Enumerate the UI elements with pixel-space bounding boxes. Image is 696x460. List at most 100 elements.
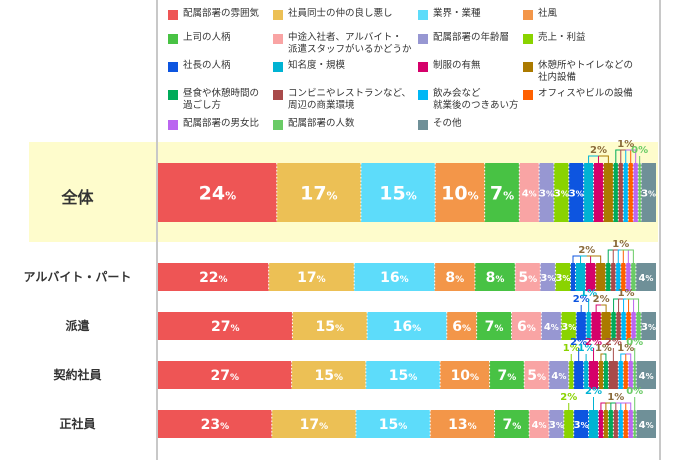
bar-segment — [573, 361, 584, 389]
callout-label: 2% — [593, 294, 610, 305]
bar-segment — [605, 263, 611, 291]
legend-label: 休憩所やトイレなどの 社内設備 — [538, 60, 634, 83]
legend-label: コンビニやレストランなど、 周辺の商業環境 — [288, 88, 412, 111]
bar-segment — [553, 163, 569, 222]
callout-line — [607, 249, 621, 263]
bar-segment — [575, 263, 586, 291]
bar-segment — [611, 312, 617, 340]
callout-line — [623, 298, 627, 312]
bar-segment — [623, 361, 629, 389]
bar-segment — [430, 410, 495, 438]
callout-line — [595, 304, 602, 312]
callout-line — [600, 353, 604, 361]
callout-line — [603, 353, 607, 361]
data-label: 15% — [379, 417, 408, 433]
data-label: 4% — [638, 273, 653, 284]
bar-segment — [618, 163, 624, 222]
legend-swatch — [418, 62, 428, 72]
bar-segment — [489, 361, 525, 389]
bar-segment — [613, 410, 619, 438]
bar-segment — [548, 410, 564, 438]
bar-segment — [641, 312, 656, 340]
data-label: 17% — [300, 183, 337, 205]
legend-swatch — [168, 10, 178, 20]
bar-segment — [494, 410, 530, 438]
legend-swatch — [168, 62, 178, 72]
bar-segment — [446, 312, 477, 340]
bar-segment — [561, 312, 577, 340]
right-border — [659, 0, 661, 460]
category-label: 正社員 — [59, 417, 96, 431]
bar-segment — [636, 410, 656, 438]
callout-line — [610, 402, 616, 410]
data-label: 4% — [522, 189, 537, 200]
callout-label: 1% — [612, 239, 629, 250]
legend-swatch — [418, 90, 428, 100]
bar-segment — [585, 263, 596, 291]
bar-segment — [608, 361, 619, 389]
legend-swatch — [273, 34, 283, 44]
bar-segment — [628, 163, 634, 222]
callout-line — [620, 249, 629, 263]
legend-label: 上司の人柄 — [183, 32, 231, 43]
bar-segment — [474, 263, 516, 291]
legend-label: 飲み会など 就業後のつきあい方 — [433, 88, 519, 111]
bar-segment — [515, 263, 541, 291]
bar-segment — [435, 163, 485, 222]
bar-segment — [623, 410, 629, 438]
bar-segment — [613, 163, 619, 222]
bar-segment — [598, 410, 604, 438]
bar-segment — [608, 410, 614, 438]
callout-line — [588, 155, 599, 163]
legend-label: オフィスやビルの設備 — [538, 88, 633, 99]
callout-line — [598, 155, 609, 163]
callout-label: 1% — [578, 343, 595, 354]
callout-line — [601, 304, 607, 312]
data-label: 15% — [314, 368, 343, 384]
callout-line — [613, 298, 627, 312]
callout-label: 2% — [560, 392, 577, 403]
legend-swatch — [273, 90, 283, 100]
bar-segment — [588, 410, 599, 438]
bar-segment — [618, 361, 624, 389]
callout-line — [625, 149, 637, 163]
bar-segment — [268, 263, 355, 291]
bar-segment — [354, 263, 435, 291]
callout-label: 0% — [626, 337, 643, 348]
legend-label: 配属部署の年齢層 — [433, 32, 510, 43]
callout-label: 0% — [631, 145, 648, 156]
bar-segment — [476, 312, 512, 340]
data-label: 5% — [527, 368, 546, 384]
callout-line — [615, 402, 632, 410]
bar-segment — [158, 163, 277, 222]
callout-line — [617, 249, 621, 263]
data-label: 4% — [639, 371, 654, 382]
bar-segment — [434, 263, 475, 291]
data-label: 3% — [554, 189, 569, 200]
callout-line — [620, 149, 626, 163]
category-label: 派遣 — [65, 319, 90, 333]
bar-segment — [484, 163, 520, 222]
bar-segment — [628, 361, 634, 389]
callout-label: 1% — [595, 343, 612, 354]
bar-segment — [529, 410, 549, 438]
category-label: アルバイト・パート — [23, 270, 132, 284]
callout-label: 1% — [618, 288, 635, 299]
callout-line — [626, 298, 640, 312]
callout-label: 1% — [617, 343, 634, 354]
bar-segment — [625, 263, 631, 291]
callout-label: 1% — [580, 288, 597, 299]
bar-segment — [636, 312, 642, 340]
legend-swatch — [523, 34, 533, 44]
bar-segment — [158, 410, 272, 438]
legend-swatch — [168, 120, 178, 130]
bar-segment — [641, 163, 656, 222]
legend-label: 売上・利益 — [538, 32, 586, 43]
bar-segment — [568, 163, 584, 222]
data-label: 6% — [517, 319, 536, 335]
data-label: 13% — [448, 417, 477, 433]
callout-line — [620, 249, 634, 263]
legend-label: 配属部署の雰囲気 — [183, 8, 260, 19]
legend-swatch — [168, 90, 178, 100]
bar-segment — [586, 312, 592, 340]
